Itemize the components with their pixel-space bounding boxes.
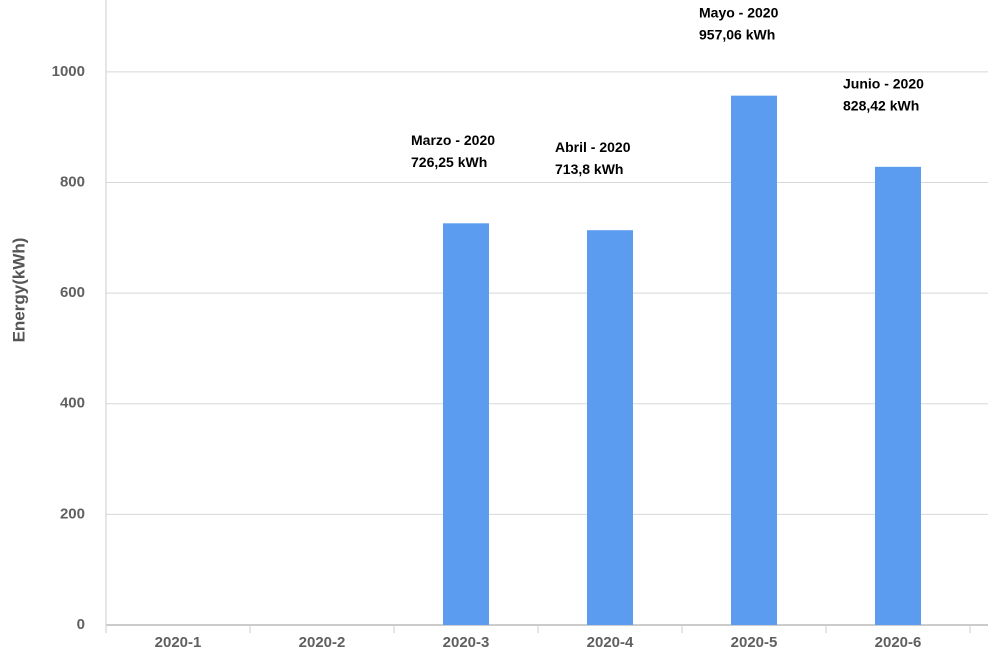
x-tick-label: 2020-3 xyxy=(443,634,490,651)
bar xyxy=(731,95,777,626)
y-tick-label: 200 xyxy=(60,505,85,522)
data-label-title: Marzo - 2020 xyxy=(411,132,495,148)
data-label: 957,06 kWh xyxy=(699,26,775,42)
data-label: 726,25 kWh xyxy=(411,154,487,170)
y-tick-label: 600 xyxy=(60,284,85,301)
x-tick-label: 2020-6 xyxy=(875,634,922,651)
y-tick-label: 400 xyxy=(60,395,85,412)
y-tick-label: 0 xyxy=(77,616,85,633)
x-tick-label: 2020-2 xyxy=(299,634,346,651)
x-tick-label: 2020-4 xyxy=(587,634,634,651)
x-tick-label: 2020-1 xyxy=(155,634,202,651)
x-tick-label: 2020-5 xyxy=(731,634,778,651)
y-axis-title: Energy(kWh) xyxy=(9,238,28,343)
bar xyxy=(875,166,921,625)
y-tick-label: 1000 xyxy=(52,63,85,80)
y-tick-label: 800 xyxy=(60,173,85,190)
data-label: 828,42 kWh xyxy=(843,98,919,114)
data-label-title: Abril - 2020 xyxy=(555,139,631,155)
bar xyxy=(443,223,489,625)
bar xyxy=(587,230,633,626)
data-label: 713,8 kWh xyxy=(555,161,623,177)
data-label-title: Mayo - 2020 xyxy=(699,4,779,20)
data-label-title: Junio - 2020 xyxy=(843,76,924,92)
